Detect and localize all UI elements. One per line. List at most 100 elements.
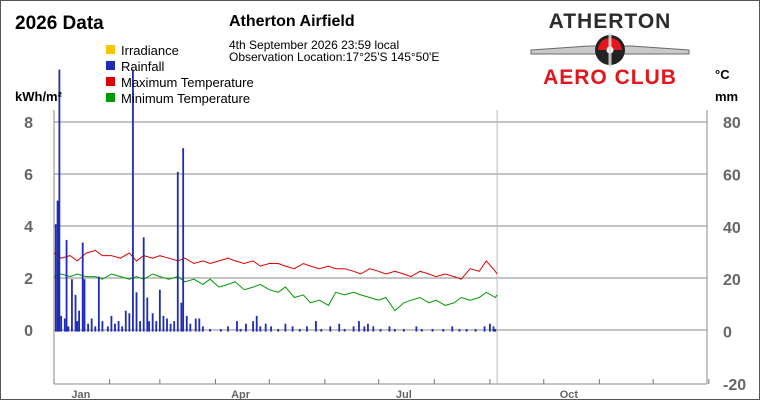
rainfall-bar-37: [173, 321, 176, 332]
rainfall-bar-7: [71, 279, 73, 332]
rainfall-bar-27: [139, 321, 142, 332]
x-tick-label-1: Apr: [231, 389, 251, 399]
rainfall-bar-67: [352, 326, 355, 332]
rainfall-bar-81: [458, 328, 461, 332]
rainfall-bar-22: [121, 326, 124, 332]
rainfall-bar-60: [298, 328, 301, 332]
rainfall-bar-61: [306, 326, 308, 332]
rainfall-bar-83: [474, 328, 477, 332]
rainfall-bar-52: [252, 321, 255, 332]
right-axis-label-temp: °C: [715, 67, 730, 82]
rainfall-bar-78: [431, 328, 434, 332]
rainfall-bar-34: [162, 315, 165, 332]
right-tick-label-5: 80: [723, 115, 741, 132]
rainfall-bar-31: [151, 313, 154, 332]
left-tick-label-2: 4: [24, 219, 33, 236]
rainfall-bar-13: [87, 323, 89, 332]
rainfall-bar-48: [227, 326, 229, 332]
rainfall-bar-79: [442, 328, 445, 332]
rainfall-bar-28: [142, 237, 145, 332]
rainfall-bar-66: [343, 328, 346, 332]
legend-label-min-temp: Minimum Temperature: [121, 91, 251, 106]
right-tick-label-0: -20: [723, 377, 746, 394]
rainfall-bar-47: [219, 328, 222, 332]
observation-time: 4th September 2026 23:59 local: [229, 38, 400, 52]
rainfall-bar-86: [492, 326, 495, 332]
rainfall-bar-54: [259, 326, 262, 332]
rainfall-bar-50: [239, 328, 242, 332]
rainfall-bar-75: [402, 328, 405, 332]
rainfall-bar-55: [264, 323, 267, 332]
rainfall-bar-21: [117, 321, 120, 332]
chart-title: 2026 Data: [15, 13, 104, 34]
legend-swatch-min-temp: [106, 93, 115, 102]
rainfall-bar-29: [146, 297, 149, 332]
rainfall-bar-56: [270, 326, 272, 332]
rainfall-bar-69: [363, 326, 366, 332]
rainfall-bar-14: [90, 318, 93, 332]
rainfall-bar-71: [372, 326, 375, 332]
left-tick-label-1: 2: [24, 271, 33, 288]
rainfall-bar-17: [101, 321, 104, 332]
rainfall-bar-32: [155, 321, 158, 332]
legend-label-irradiance: Irradiance: [121, 43, 179, 58]
series-line-max-temp: [53, 249, 498, 280]
rainfall-bar-41: [185, 315, 188, 332]
rainfall-bar-63: [320, 328, 323, 332]
rainfall-bar-24: [128, 313, 131, 332]
rainfall-bar-49: [236, 321, 238, 332]
rainfall-bar-15: [94, 326, 97, 332]
rainfall-bar-68: [358, 321, 360, 332]
rainfall-bar-84: [483, 326, 486, 332]
rainfall-bar-3: [60, 315, 63, 332]
rainfall-bar-36: [169, 323, 172, 332]
rainfall-bar-87: [494, 328, 497, 332]
rainfall-bar-62: [315, 321, 317, 332]
rainfall-bar-39: [180, 302, 183, 332]
rainfall-bar-51: [245, 323, 247, 332]
rainfall-bar-57: [277, 328, 280, 332]
rainfall-bar-8: [74, 294, 77, 332]
rainfall-bar-73: [388, 326, 391, 332]
rainfall-bar-38: [176, 171, 179, 332]
rainfall-bar-26: [135, 292, 138, 332]
rainfall-bar-18: [106, 326, 109, 332]
rainfall-bar-1: [56, 200, 59, 332]
rainfall-bar-20: [114, 323, 116, 332]
series-line-min-temp: [53, 273, 498, 312]
x-tick-label-3: Oct: [560, 389, 579, 399]
legend-item-rainfall: Rainfall: [106, 59, 164, 75]
legend-swatch-rainfall: [106, 61, 115, 70]
aero-club-logo: ATHERTON AERO CLUB: [530, 10, 690, 89]
rainfall-bar-35: [166, 318, 168, 332]
legend-swatch-irradiance: [106, 45, 115, 54]
right-axis-label-rain: mm: [715, 89, 739, 104]
rainfall-bar-16: [97, 276, 100, 332]
rainfall-bar-33: [158, 289, 161, 332]
rainfall-bar-4: [63, 318, 66, 332]
logo-propeller-icon: [608, 33, 612, 67]
rainfall-bar-19: [110, 315, 113, 332]
rainfall-bar-82: [465, 328, 468, 332]
logo-line1: ATHERTON: [549, 10, 672, 33]
x-tick-label-0: Jan: [71, 389, 90, 399]
rainfall-bar-44: [198, 318, 201, 332]
rainfall-bar-11: [81, 242, 84, 332]
rainfall-bar-46: [209, 328, 211, 332]
legend-label-rainfall: Rainfall: [121, 59, 165, 74]
left-tick-label-3: 6: [24, 167, 33, 184]
rainfall-bar-6: [67, 326, 70, 332]
right-tick-label-3: 40: [723, 220, 741, 237]
left-tick-label-4: 8: [24, 115, 33, 132]
legend-item-min-temp: Minimum Temperature: [106, 91, 250, 107]
left-axis-label: kWh/m²: [15, 89, 62, 104]
rainfall-bar-43: [194, 318, 197, 332]
left-tick-label-0: 0: [24, 323, 33, 340]
logo-line2: AERO CLUB: [543, 66, 677, 89]
rainfall-bar-64: [329, 326, 332, 332]
legend-item-max-temp: Maximum Temperature: [106, 75, 254, 91]
rainfall-bar-25: [132, 69, 134, 332]
right-tick-label-1: 0: [723, 325, 732, 342]
rainfall-bar-85: [489, 323, 491, 332]
